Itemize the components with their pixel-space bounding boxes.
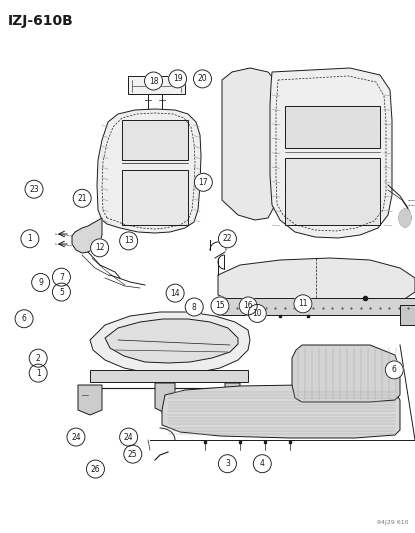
Circle shape bbox=[73, 189, 91, 207]
Circle shape bbox=[120, 232, 138, 250]
Text: 22: 22 bbox=[223, 235, 232, 243]
Circle shape bbox=[90, 239, 109, 257]
Text: 94J29 610: 94J29 610 bbox=[376, 520, 408, 525]
Circle shape bbox=[193, 70, 212, 88]
Circle shape bbox=[239, 297, 257, 315]
Circle shape bbox=[194, 173, 212, 191]
Circle shape bbox=[168, 70, 187, 88]
Polygon shape bbox=[97, 109, 201, 233]
Circle shape bbox=[86, 460, 105, 478]
Polygon shape bbox=[155, 383, 175, 413]
Polygon shape bbox=[78, 385, 102, 415]
Text: 17: 17 bbox=[198, 178, 208, 187]
Text: 20: 20 bbox=[198, 75, 208, 83]
Polygon shape bbox=[285, 106, 380, 148]
Text: 2: 2 bbox=[36, 354, 41, 362]
Text: 23: 23 bbox=[29, 185, 39, 193]
Circle shape bbox=[253, 455, 271, 473]
Text: 15: 15 bbox=[215, 302, 225, 310]
Text: 8: 8 bbox=[192, 303, 197, 311]
Polygon shape bbox=[90, 312, 250, 374]
Text: 7: 7 bbox=[59, 273, 64, 281]
Text: 11: 11 bbox=[298, 300, 308, 308]
Circle shape bbox=[166, 284, 184, 302]
Circle shape bbox=[32, 273, 50, 292]
Text: 6: 6 bbox=[392, 366, 397, 374]
Circle shape bbox=[15, 310, 33, 328]
Text: 18: 18 bbox=[149, 77, 158, 85]
Polygon shape bbox=[285, 158, 380, 225]
Polygon shape bbox=[105, 319, 238, 363]
Text: 1: 1 bbox=[36, 369, 41, 377]
Circle shape bbox=[218, 230, 237, 248]
Text: 16: 16 bbox=[243, 302, 253, 310]
Text: 6: 6 bbox=[22, 314, 27, 323]
Circle shape bbox=[211, 297, 229, 315]
Text: 19: 19 bbox=[173, 75, 183, 83]
Text: IZJ-610B: IZJ-610B bbox=[8, 14, 74, 28]
Polygon shape bbox=[128, 76, 185, 94]
Polygon shape bbox=[218, 298, 415, 315]
Circle shape bbox=[385, 361, 403, 379]
Polygon shape bbox=[270, 68, 392, 238]
Text: 24: 24 bbox=[124, 433, 134, 441]
Circle shape bbox=[21, 230, 39, 248]
Text: 10: 10 bbox=[252, 309, 262, 318]
Polygon shape bbox=[400, 305, 415, 325]
Circle shape bbox=[67, 428, 85, 446]
Polygon shape bbox=[122, 120, 188, 160]
Text: 3: 3 bbox=[225, 459, 230, 468]
Circle shape bbox=[25, 180, 43, 198]
Text: 13: 13 bbox=[124, 237, 134, 245]
Circle shape bbox=[294, 295, 312, 313]
Text: 12: 12 bbox=[95, 244, 104, 252]
Text: 21: 21 bbox=[78, 194, 87, 203]
Circle shape bbox=[29, 364, 47, 382]
Circle shape bbox=[124, 445, 142, 463]
Circle shape bbox=[218, 455, 237, 473]
Polygon shape bbox=[90, 370, 248, 382]
Text: 9: 9 bbox=[38, 278, 43, 287]
Circle shape bbox=[120, 428, 138, 446]
Polygon shape bbox=[399, 209, 411, 227]
Text: 4: 4 bbox=[260, 459, 265, 468]
Text: 24: 24 bbox=[71, 433, 81, 441]
Polygon shape bbox=[225, 383, 240, 408]
Text: 5: 5 bbox=[59, 288, 64, 296]
Polygon shape bbox=[218, 258, 415, 310]
Text: 14: 14 bbox=[170, 289, 180, 297]
Circle shape bbox=[185, 298, 203, 316]
Polygon shape bbox=[222, 68, 275, 220]
Polygon shape bbox=[72, 218, 102, 253]
Polygon shape bbox=[292, 345, 400, 402]
Text: 25: 25 bbox=[128, 450, 138, 458]
Text: 26: 26 bbox=[90, 465, 100, 473]
Text: 1: 1 bbox=[27, 235, 32, 243]
Circle shape bbox=[248, 304, 266, 322]
Circle shape bbox=[52, 268, 71, 286]
Circle shape bbox=[29, 349, 47, 367]
Polygon shape bbox=[122, 170, 188, 225]
Circle shape bbox=[144, 72, 163, 90]
Circle shape bbox=[52, 283, 71, 301]
Polygon shape bbox=[162, 385, 400, 438]
